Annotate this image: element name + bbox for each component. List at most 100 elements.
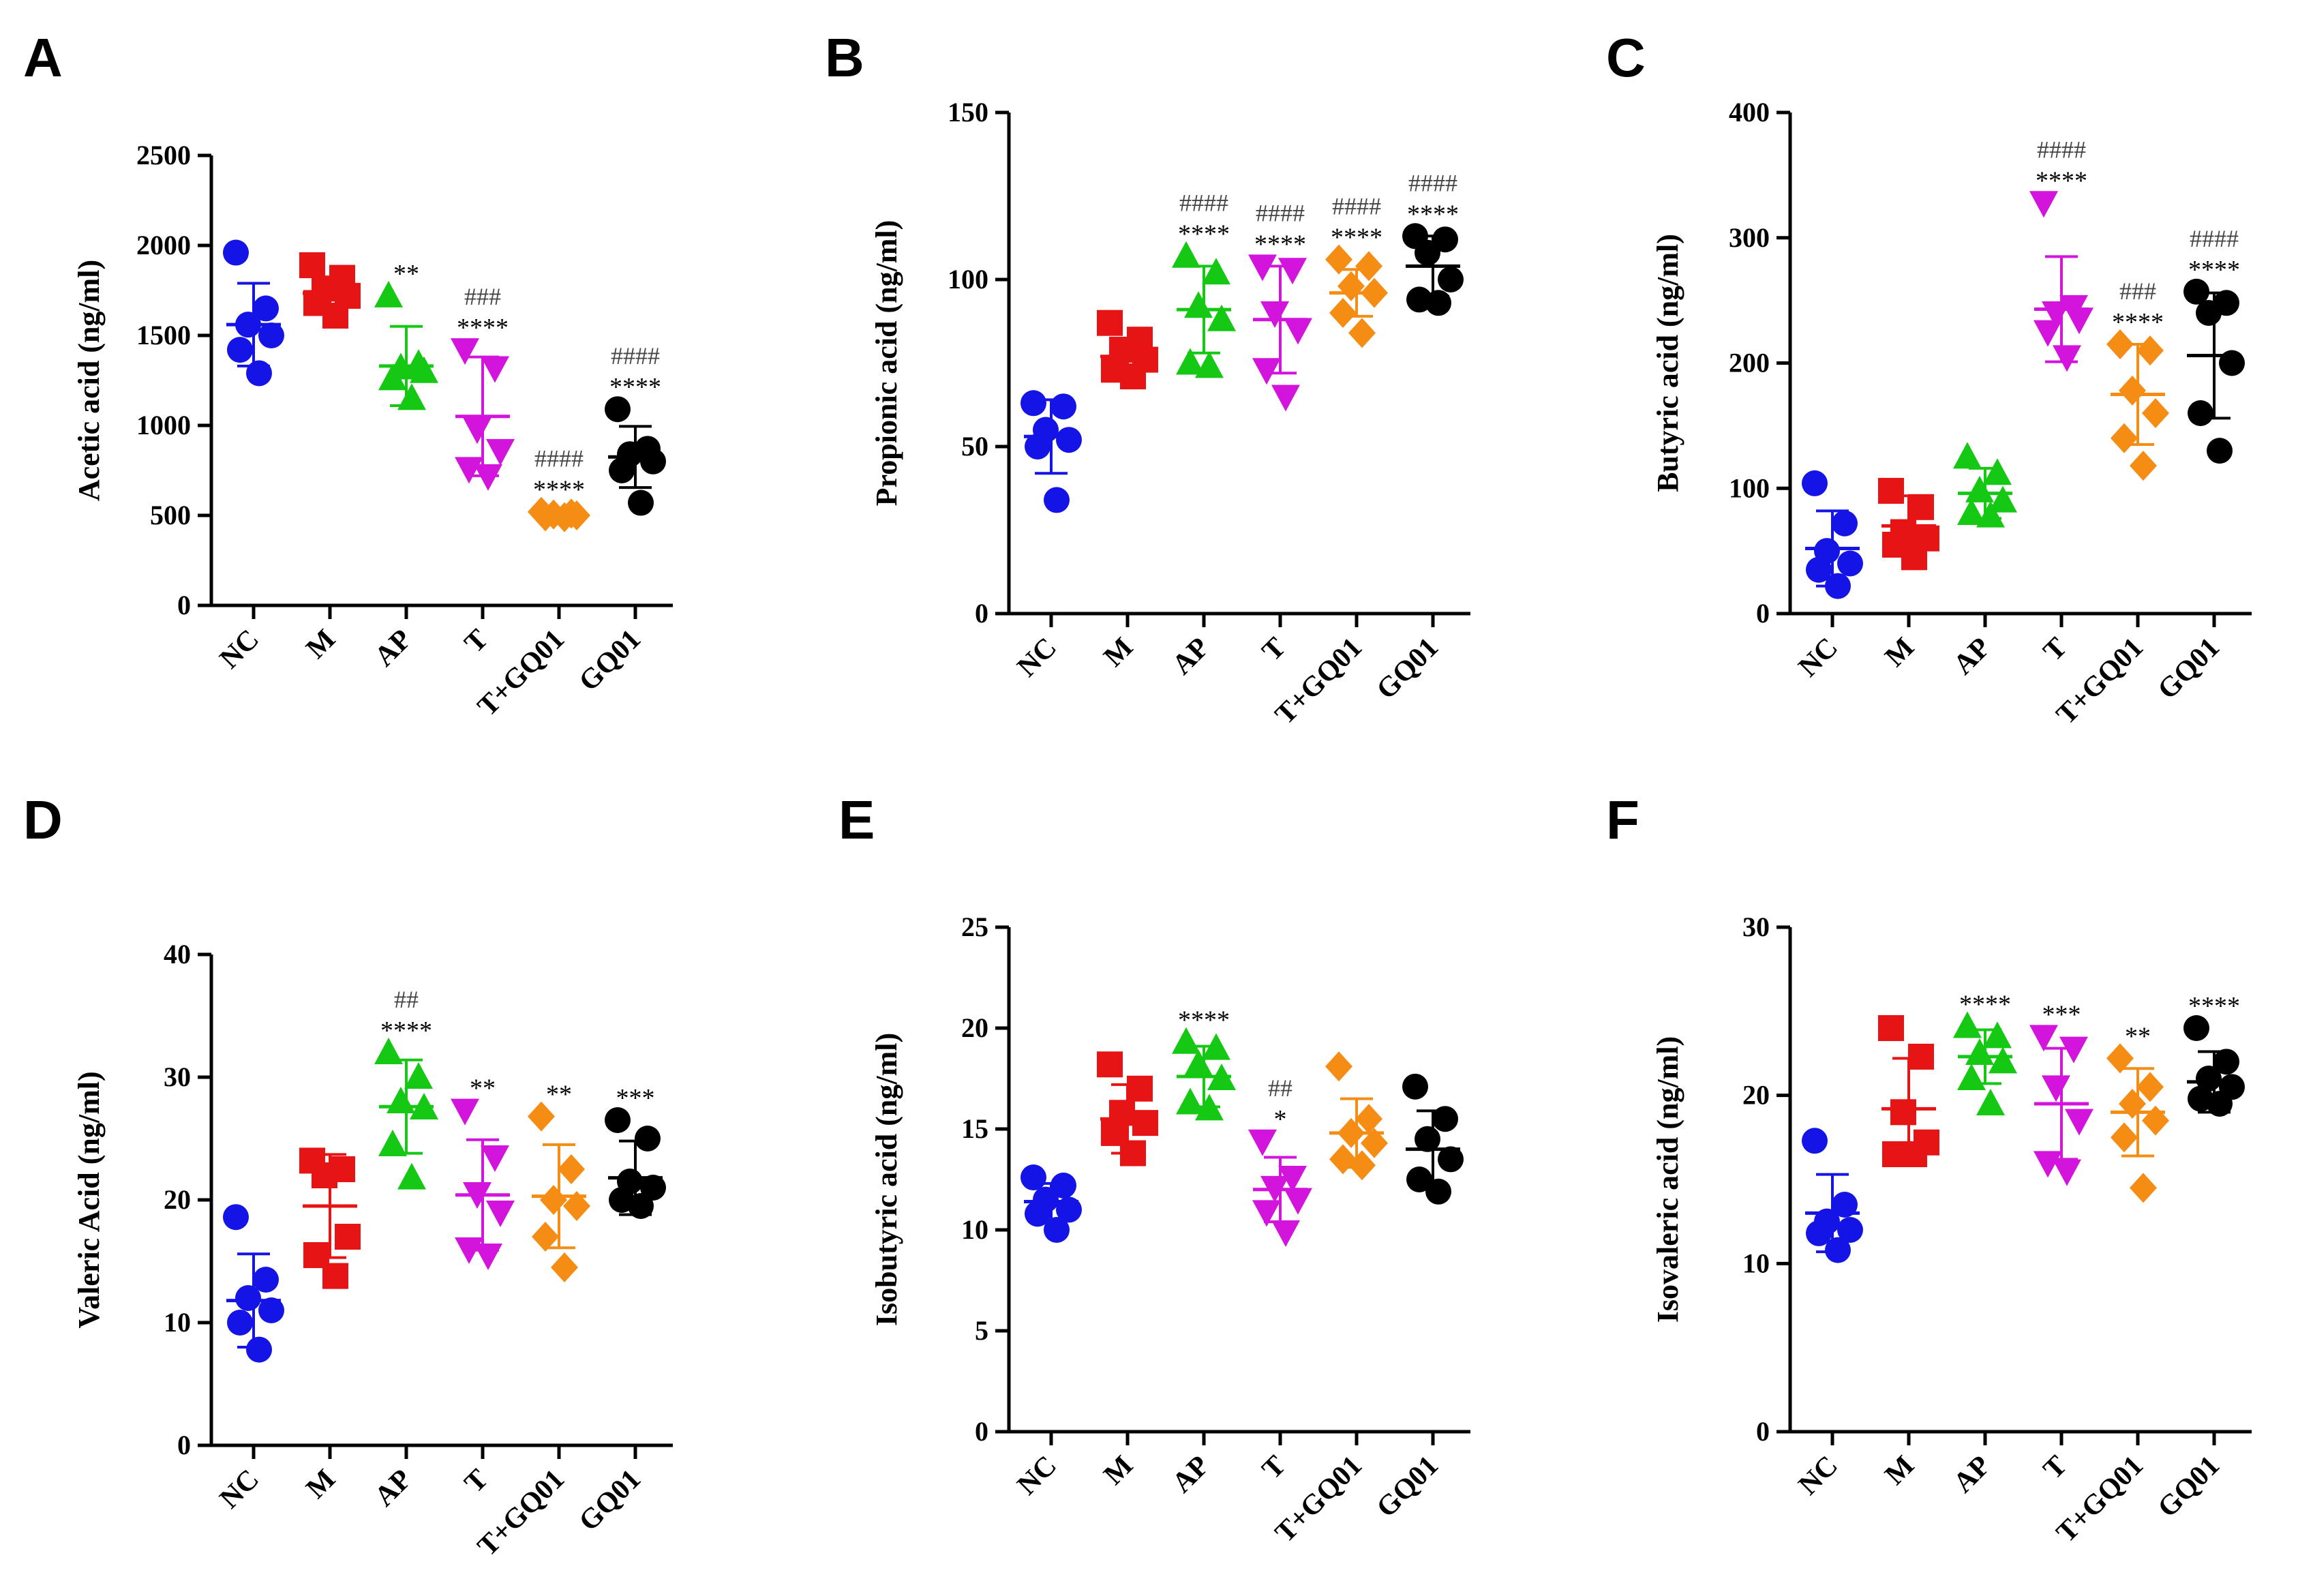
data-point [2130, 1173, 2157, 1203]
x-tick-label: AP [1948, 1450, 1997, 1499]
data-point [1176, 1087, 1205, 1115]
data-point [1337, 271, 1365, 301]
data-point [1050, 393, 1076, 420]
panel-letter: C [1606, 27, 1646, 88]
significance-hashes: ### [2119, 277, 2156, 305]
data-point [374, 280, 403, 307]
data-point [1025, 434, 1050, 460]
significance-stars: **** [2112, 308, 2164, 337]
data-point [1050, 1172, 1076, 1199]
data-point [1097, 1051, 1123, 1078]
x-tick-label: AP [369, 1464, 418, 1513]
data-point [374, 1038, 403, 1064]
data-point [1802, 470, 1828, 496]
x-tick-label: NC [1012, 1450, 1063, 1501]
data-point [1825, 1237, 1851, 1263]
data-point [1132, 1110, 1158, 1136]
y-axis-label: Butyric acid (ng/ml) [1651, 234, 1684, 492]
data-point [2106, 1043, 2134, 1074]
y-tick-label: 15 [961, 1113, 988, 1144]
significance-stars: *** [616, 1084, 655, 1113]
significance-stars: ** [546, 1081, 572, 1109]
y-tick-label: 150 [948, 97, 988, 127]
y-axis-label: Isobutyric acid (ng/ml) [870, 1033, 903, 1326]
data-point [223, 1204, 249, 1231]
y-tick-label: 30 [1742, 912, 1770, 942]
data-point [2183, 1015, 2209, 1041]
significance-stars: **** [380, 1017, 432, 1045]
data-point [528, 1101, 555, 1132]
data-point [2213, 1049, 2239, 1075]
y-tick-label: 0 [177, 590, 191, 620]
y-tick-label: 2000 [136, 230, 191, 260]
significance-stars: **** [2036, 166, 2087, 195]
data-point [2034, 1151, 2062, 1178]
data-point [1965, 475, 1994, 502]
data-point [246, 360, 272, 387]
significance-hashes: #### [1256, 199, 1305, 226]
panel-letter: F [1606, 789, 1639, 850]
data-point [378, 1130, 407, 1156]
data-point [1953, 1011, 1982, 1038]
significance-hashes: #### [611, 342, 660, 370]
data-point [1837, 550, 1863, 577]
y-tick-label: 2500 [136, 140, 191, 170]
y-tick-label: 200 [1729, 348, 1770, 378]
data-point [1832, 1192, 1858, 1218]
panel-B: B 0 50 100 150 Propionic acid (ng/ml) NC M AP **… [825, 27, 1470, 731]
significance-stars: **** [2188, 992, 2240, 1021]
data-point [227, 337, 253, 363]
data-point [486, 1201, 515, 1227]
data-point [2207, 438, 2233, 464]
data-point [2119, 375, 2146, 406]
data-point [387, 1087, 415, 1113]
data-point [397, 383, 426, 410]
y-tick-label: 100 [1729, 472, 1770, 503]
y-tick-label: 10 [1742, 1248, 1770, 1278]
data-point [1361, 1128, 1388, 1158]
data-point [1184, 291, 1213, 318]
x-tick-label: AP [1166, 1450, 1215, 1499]
significance-hashes: #### [1179, 190, 1228, 217]
data-point [1976, 500, 2005, 528]
y-tick-label: 100 [948, 264, 988, 295]
data-point [1901, 1141, 1927, 1167]
panel-letter: B [825, 27, 864, 88]
data-point [1021, 1164, 1046, 1191]
data-point [640, 448, 666, 475]
data-point [1120, 363, 1146, 390]
data-point [481, 356, 509, 383]
data-point [628, 490, 654, 516]
data-point [605, 396, 631, 423]
significance-stars: * [1274, 1105, 1287, 1134]
data-point [1355, 251, 1382, 282]
y-tick-label: 400 [1729, 97, 1770, 127]
data-point [1989, 485, 2017, 513]
data-point [2065, 1109, 2093, 1136]
data-point [1284, 1188, 1312, 1215]
y-tick-label: 20 [164, 1184, 191, 1215]
panel-A: A 0 500 1000 1500 2000 2500 Acetic acid (ng/ml… [23, 27, 673, 723]
data-point [1425, 290, 1451, 316]
data-point [1832, 510, 1858, 537]
data-point [1348, 318, 1376, 348]
data-point [378, 363, 407, 391]
x-tick-label: NC [1793, 632, 1844, 683]
data-point [2053, 1159, 2081, 1186]
y-axis-label: Valeric Acid (ng/ml) [72, 1071, 106, 1328]
x-tick-label: T [1256, 1450, 1292, 1486]
significance-hashes: #### [1332, 193, 1381, 220]
data-point [2136, 1072, 2164, 1102]
significance-hashes: #### [2037, 136, 2086, 163]
y-axis-label: Acetic acid (ng/ml) [72, 260, 106, 501]
data-point [2053, 345, 2081, 372]
data-point [1415, 239, 1440, 266]
data-point [1097, 310, 1123, 336]
panel-E: E 0 5 10 15 20 25 Isobutyric acid (ng/ml) NC M AP… [838, 789, 1470, 1549]
data-point [2119, 1089, 2146, 1119]
significance-stars: ** [2125, 1022, 2151, 1051]
y-tick-label: 0 [177, 1430, 191, 1460]
data-point [1837, 1217, 1863, 1243]
x-tick-label: T [2038, 1450, 2073, 1486]
